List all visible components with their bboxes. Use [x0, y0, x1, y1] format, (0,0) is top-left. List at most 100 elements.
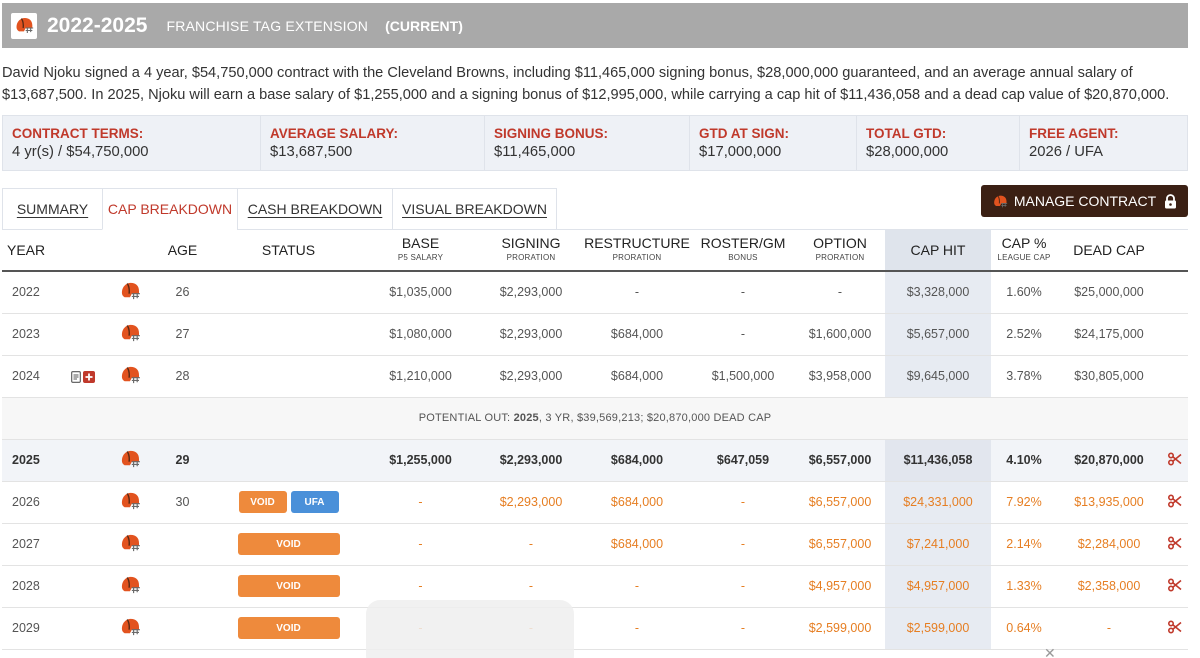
- row-option: $6,557,000: [795, 439, 885, 482]
- table-row: 2028 VOID - - - - $4,957,000 $4,957,000 …: [2, 565, 1188, 608]
- floating-overlay-panel: [366, 600, 574, 658]
- row-option: $3,958,000: [795, 355, 885, 398]
- row-option: $4,957,000: [795, 565, 885, 608]
- row-cap-hit: $7,241,000: [885, 523, 991, 566]
- term-free-agent: FREE AGENT: 2026 / UFA: [1029, 126, 1119, 160]
- row-dead-cap: $24,175,000: [1057, 313, 1161, 356]
- row-action: [1161, 271, 1188, 314]
- row-status: VOID: [215, 523, 362, 566]
- scissors-icon[interactable]: [1161, 439, 1188, 482]
- close-icon[interactable]: ✕: [1044, 645, 1056, 658]
- browns-helmet-icon: [110, 439, 150, 482]
- row-roster: -: [691, 271, 795, 314]
- row-year: 2027: [2, 523, 110, 566]
- row-roster: -: [691, 313, 795, 356]
- manage-contract-button[interactable]: MANAGE CONTRACT: [981, 185, 1188, 217]
- browns-helmet-icon: [110, 355, 150, 398]
- row-cap-pct: 2.52%: [991, 313, 1057, 356]
- tab-cap-breakdown[interactable]: CAP BREAKDOWN: [102, 188, 237, 230]
- tab-summary[interactable]: SUMMARY: [2, 188, 102, 230]
- row-signing: -: [479, 523, 583, 566]
- term-average-salary: AVERAGE SALARY: $13,687,500: [261, 116, 485, 170]
- row-option: $6,557,000: [795, 523, 885, 566]
- row-signing: $2,293,000: [479, 313, 583, 356]
- tab-cash-breakdown[interactable]: CASH BREAKDOWN: [237, 188, 392, 230]
- row-roster: -: [691, 607, 795, 650]
- table-row: 2029 VOID - - - - $2,599,000 $2,599,000 …: [2, 607, 1188, 650]
- row-dead-cap: $2,358,000: [1057, 565, 1161, 608]
- row-cap-pct: 1.60%: [991, 271, 1057, 314]
- description-line-2: $13,687,500. In 2025, Njoku will earn a …: [2, 87, 1170, 103]
- row-age: 29: [150, 439, 215, 482]
- scissors-icon[interactable]: [1161, 523, 1188, 566]
- row-dead-cap: -: [1057, 607, 1161, 650]
- contract-header: 2022-2025 FRANCHISE TAG EXTENSION (CURRE…: [2, 3, 1188, 48]
- browns-helmet-icon: [992, 195, 1008, 208]
- row-age: 30: [150, 481, 215, 524]
- browns-helmet-icon: [110, 607, 150, 650]
- row-year: 2026: [2, 481, 110, 524]
- row-restructure: $684,000: [583, 439, 691, 482]
- col-signing: SIGNING PRORATION: [479, 230, 583, 272]
- tabs-divider: [2, 229, 1188, 230]
- row-age: [150, 523, 215, 566]
- row-restructure: -: [583, 271, 691, 314]
- col-restructure: RESTRUCTURE PRORATION: [583, 230, 691, 272]
- col-status: STATUS: [215, 230, 362, 272]
- row-roster: -: [691, 523, 795, 566]
- plus-icon[interactable]: [83, 370, 96, 383]
- row-signing: $2,293,000: [479, 439, 583, 482]
- scissors-icon[interactable]: [1161, 481, 1188, 524]
- row-status: [215, 439, 362, 482]
- row-cap-hit: $9,645,000: [885, 355, 991, 398]
- row-year: 2023: [2, 313, 110, 356]
- scissors-icon[interactable]: [1161, 565, 1188, 608]
- contract-description: David Njoku signed a 4 year, $54,750,000…: [2, 62, 1192, 106]
- browns-helmet-icon: [11, 12, 37, 39]
- row-year: 2024: [2, 355, 110, 398]
- col-cap-pct: CAP % LEAGUE CAP: [991, 230, 1057, 272]
- col-roster: ROSTER/GM BONUS: [691, 230, 795, 272]
- table-row: 2027 VOID - - $684,000 - $6,557,000 $7,2…: [2, 523, 1188, 566]
- row-restructure: -: [583, 607, 691, 650]
- cap-breakdown-table: YEAR AGE STATUS BASE P5 SALARY SIGNING PRO…: [2, 230, 1188, 650]
- tab-visual-breakdown[interactable]: VISUAL BREAKDOWN: [392, 188, 557, 230]
- potential-out-text: POTENTIAL OUT: 2025, 3 YR, $39,569,213; …: [2, 397, 1188, 440]
- row-roster: -: [691, 481, 795, 524]
- row-base: $1,210,000: [362, 355, 479, 398]
- row-status: VOID UFA: [215, 481, 362, 524]
- row-option: $1,600,000: [795, 313, 885, 356]
- contract-years: 2022-2025: [47, 13, 148, 37]
- document-icon[interactable]: [71, 370, 82, 383]
- col-year: YEAR: [2, 230, 110, 272]
- row-dead-cap: $2,284,000: [1057, 523, 1161, 566]
- col-option: OPTION PRORATION: [795, 230, 885, 272]
- row-age: 27: [150, 313, 215, 356]
- col-base: BASE P5 SALARY: [362, 230, 479, 272]
- col-dead-cap: DEAD CAP: [1057, 230, 1161, 272]
- row-roster: -: [691, 565, 795, 608]
- scissors-icon[interactable]: [1161, 607, 1188, 650]
- table-row: 2024 28 $1,210,000 $2,293,000 $684,000: [2, 355, 1188, 398]
- row-restructure: $684,000: [583, 481, 691, 524]
- col-age: AGE: [150, 230, 215, 272]
- ufa-badge: UFA: [290, 491, 339, 513]
- row-option: $6,557,000: [795, 481, 885, 524]
- row-year: 2029: [2, 607, 110, 650]
- row-status: [215, 355, 362, 398]
- description-line-1: David Njoku signed a 4 year, $54,750,000…: [2, 65, 1133, 81]
- row-year: 2022: [2, 271, 110, 314]
- row-base: -: [362, 523, 479, 566]
- row-cap-hit: $5,657,000: [885, 313, 991, 356]
- row-cap-hit: $11,436,058: [885, 439, 991, 482]
- row-cap-pct: 0.64%: [991, 607, 1057, 650]
- row-signing: $2,293,000: [479, 481, 583, 524]
- void-badge: VOID: [237, 575, 340, 597]
- row-restructure: $684,000: [583, 523, 691, 566]
- row-action: [1161, 355, 1188, 398]
- row-base: -: [362, 481, 479, 524]
- term-contract-terms: CONTRACT TERMS: 4 yr(s) / $54,750,000: [3, 116, 261, 170]
- row-year: 2028: [2, 565, 110, 608]
- row-dead-cap: $20,870,000: [1057, 439, 1161, 482]
- row-cap-pct: 3.78%: [991, 355, 1057, 398]
